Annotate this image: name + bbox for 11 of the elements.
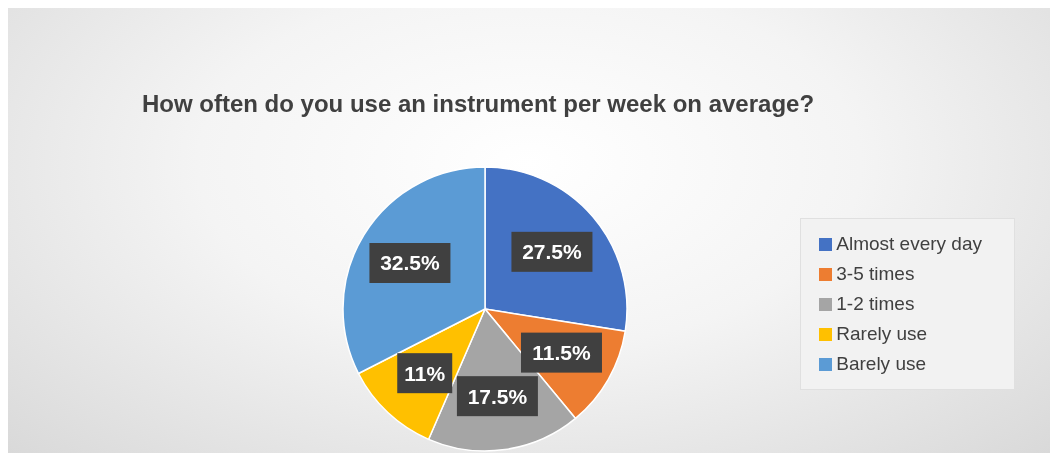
data-label: 11% — [404, 361, 446, 385]
data-label: 32.5% — [380, 251, 441, 275]
legend-label: Rarely use — [836, 323, 928, 344]
legend-label: Barely use — [836, 353, 927, 374]
data-label: 27.5% — [522, 240, 583, 264]
chart-title: How often do you use an instrument per week on average? — [140, 90, 816, 118]
data-label: 17.5% — [467, 384, 528, 408]
legend-label: 1-2 times — [836, 293, 915, 314]
legend-label: Almost every day — [836, 233, 982, 254]
data-label: 11.5% — [532, 341, 591, 365]
legend-label: 3-5 times — [836, 263, 915, 284]
